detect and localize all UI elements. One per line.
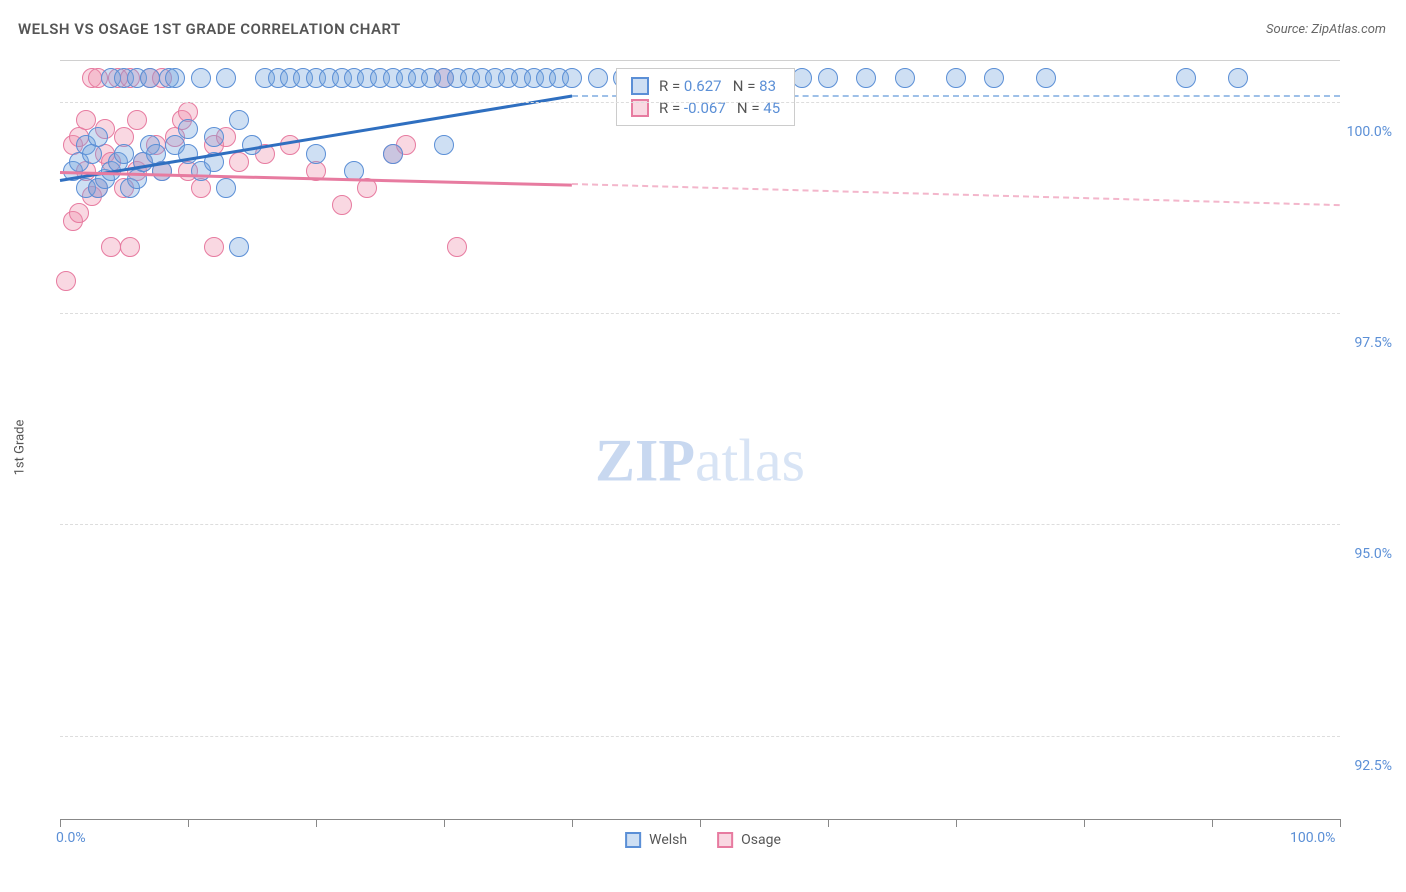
- scatter-point: [165, 68, 185, 88]
- gridline-h: [60, 736, 1340, 737]
- watermark-bold: ZIP: [595, 428, 695, 494]
- x-tick: [444, 819, 445, 827]
- scatter-point: [120, 237, 140, 257]
- scatter-point: [818, 68, 838, 88]
- x-tick: [1340, 819, 1341, 827]
- x-tick: [1212, 819, 1213, 827]
- gridline-h: [60, 313, 1340, 314]
- chart-title: WELSH VS OSAGE 1ST GRADE CORRELATION CHA…: [18, 20, 401, 38]
- scatter-point: [856, 68, 876, 88]
- x-tick: [956, 819, 957, 827]
- scatter-point: [1036, 68, 1056, 88]
- gridline-h: [60, 102, 1340, 103]
- scatter-point: [229, 110, 249, 130]
- y-tick-label: 95.0%: [1354, 546, 1392, 562]
- bottom-legend: Welsh Osage: [625, 832, 781, 848]
- scatter-point: [792, 68, 812, 88]
- stats-legend-row: R = -0.067 N = 45: [631, 97, 780, 119]
- scatter-point: [191, 68, 211, 88]
- scatter-point: [946, 68, 966, 88]
- watermark-light: atlas: [695, 428, 805, 494]
- x-tick: [1084, 819, 1085, 827]
- gridline-h: [60, 524, 1340, 525]
- scatter-point: [229, 152, 249, 172]
- scatter-point: [114, 144, 134, 164]
- x-tick: [188, 819, 189, 827]
- scatter-point: [588, 68, 608, 88]
- scatter-point: [216, 68, 236, 88]
- legend-swatch: [717, 832, 733, 848]
- scatter-point: [383, 144, 403, 164]
- trendline-ext: [572, 183, 1340, 206]
- y-axis-label: 1st Grade: [13, 420, 28, 476]
- scatter-point: [76, 110, 96, 130]
- scatter-point: [434, 135, 454, 155]
- scatter-point: [69, 203, 89, 223]
- scatter-point: [447, 237, 467, 257]
- watermark: ZIPatlas: [595, 427, 805, 496]
- scatter-point: [101, 237, 121, 257]
- stats-legend: R = 0.627 N = 83 R = -0.067 N = 45: [616, 68, 795, 126]
- chart-plot-area: ZIPatlas: [60, 60, 1340, 820]
- scatter-point: [1176, 68, 1196, 88]
- scatter-point: [216, 178, 236, 198]
- y-tick-label: 97.5%: [1354, 335, 1392, 351]
- legend-swatch: [625, 832, 641, 848]
- bottom-legend-item: Osage: [717, 832, 781, 848]
- scatter-point: [204, 127, 224, 147]
- stats-text: R = 0.627 N = 83: [659, 77, 776, 95]
- scatter-point: [140, 68, 160, 88]
- chart-source: Source: ZipAtlas.com: [1266, 22, 1386, 37]
- scatter-point: [562, 68, 582, 88]
- scatter-point: [306, 144, 326, 164]
- scatter-point: [984, 68, 1004, 88]
- y-tick-label: 100.0%: [1347, 124, 1392, 140]
- x-tick: [60, 819, 61, 827]
- scatter-point: [229, 237, 249, 257]
- scatter-point: [127, 110, 147, 130]
- x-tick: [828, 819, 829, 827]
- bottom-legend-item: Welsh: [625, 832, 687, 848]
- x-tick-label: 100.0%: [1290, 830, 1335, 846]
- y-tick-label: 92.5%: [1354, 758, 1392, 774]
- x-tick: [572, 819, 573, 827]
- scatter-point: [88, 127, 108, 147]
- bottom-legend-label: Welsh: [649, 832, 687, 848]
- x-tick: [700, 819, 701, 827]
- bottom-legend-label: Osage: [741, 832, 781, 848]
- scatter-point: [178, 119, 198, 139]
- scatter-point: [332, 195, 352, 215]
- stats-legend-row: R = 0.627 N = 83: [631, 75, 780, 97]
- scatter-point: [280, 135, 300, 155]
- scatter-point: [1228, 68, 1248, 88]
- x-tick: [316, 819, 317, 827]
- x-tick-label: 0.0%: [56, 830, 86, 846]
- scatter-point: [895, 68, 915, 88]
- scatter-point: [56, 271, 76, 291]
- scatter-point: [204, 237, 224, 257]
- legend-swatch: [631, 77, 649, 95]
